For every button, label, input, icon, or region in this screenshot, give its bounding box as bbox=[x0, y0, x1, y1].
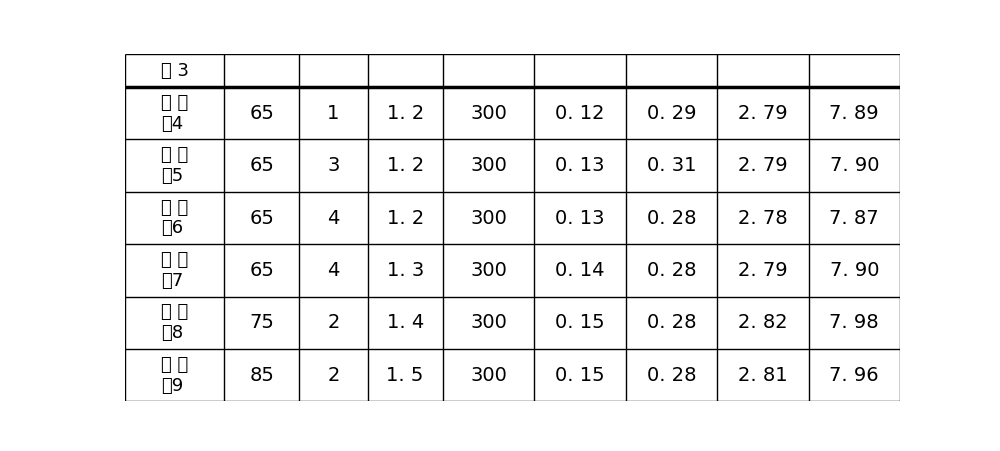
Text: 0. 31: 0. 31 bbox=[647, 156, 696, 175]
Text: 2: 2 bbox=[327, 366, 340, 385]
Text: 1. 2: 1. 2 bbox=[387, 104, 424, 123]
Text: 1. 2: 1. 2 bbox=[387, 156, 424, 175]
Text: 2. 79: 2. 79 bbox=[738, 261, 788, 280]
Text: 1. 4: 1. 4 bbox=[387, 313, 424, 332]
Text: 1. 3: 1. 3 bbox=[387, 261, 424, 280]
Text: 7. 90: 7. 90 bbox=[830, 156, 879, 175]
Text: 65: 65 bbox=[249, 261, 274, 280]
Text: 85: 85 bbox=[249, 366, 274, 385]
Text: 0. 15: 0. 15 bbox=[555, 313, 605, 332]
Text: 7. 90: 7. 90 bbox=[830, 261, 879, 280]
Text: 实 施
例7: 实 施 例7 bbox=[161, 251, 188, 290]
Text: 0. 13: 0. 13 bbox=[555, 208, 605, 228]
Text: 75: 75 bbox=[249, 313, 274, 332]
Text: 4: 4 bbox=[327, 208, 340, 228]
Text: 2. 81: 2. 81 bbox=[738, 366, 788, 385]
Text: 0. 29: 0. 29 bbox=[647, 104, 696, 123]
Text: 300: 300 bbox=[470, 208, 507, 228]
Text: 0. 12: 0. 12 bbox=[555, 104, 605, 123]
Text: 2. 79: 2. 79 bbox=[738, 104, 788, 123]
Text: 0. 28: 0. 28 bbox=[647, 261, 696, 280]
Text: 0. 13: 0. 13 bbox=[555, 156, 605, 175]
Text: 2. 79: 2. 79 bbox=[738, 156, 788, 175]
Text: 例 3: 例 3 bbox=[161, 62, 189, 80]
Text: 65: 65 bbox=[249, 208, 274, 228]
Text: 实 施
例4: 实 施 例4 bbox=[161, 94, 188, 133]
Text: 1: 1 bbox=[327, 104, 340, 123]
Text: 300: 300 bbox=[470, 366, 507, 385]
Text: 2: 2 bbox=[327, 313, 340, 332]
Text: 7. 87: 7. 87 bbox=[829, 208, 879, 228]
Text: 300: 300 bbox=[470, 156, 507, 175]
Text: 7. 98: 7. 98 bbox=[829, 313, 879, 332]
Text: 1. 5: 1. 5 bbox=[386, 366, 424, 385]
Text: 4: 4 bbox=[327, 261, 340, 280]
Text: 2. 82: 2. 82 bbox=[738, 313, 788, 332]
Text: 300: 300 bbox=[470, 313, 507, 332]
Text: 300: 300 bbox=[470, 261, 507, 280]
Text: 0. 14: 0. 14 bbox=[555, 261, 605, 280]
Text: 0. 15: 0. 15 bbox=[555, 366, 605, 385]
Text: 实 施
例9: 实 施 例9 bbox=[161, 356, 188, 395]
Text: 65: 65 bbox=[249, 104, 274, 123]
Text: 实 施
例8: 实 施 例8 bbox=[161, 304, 188, 342]
Text: 2. 78: 2. 78 bbox=[738, 208, 788, 228]
Text: 7. 96: 7. 96 bbox=[829, 366, 879, 385]
Text: 0. 28: 0. 28 bbox=[647, 208, 696, 228]
Text: 65: 65 bbox=[249, 156, 274, 175]
Text: 实 施
例6: 实 施 例6 bbox=[161, 198, 188, 238]
Text: 1. 2: 1. 2 bbox=[387, 208, 424, 228]
Text: 0. 28: 0. 28 bbox=[647, 313, 696, 332]
Text: 实 施
例5: 实 施 例5 bbox=[161, 146, 188, 185]
Text: 3: 3 bbox=[327, 156, 340, 175]
Text: 0. 28: 0. 28 bbox=[647, 366, 696, 385]
Text: 7. 89: 7. 89 bbox=[829, 104, 879, 123]
Text: 300: 300 bbox=[470, 104, 507, 123]
